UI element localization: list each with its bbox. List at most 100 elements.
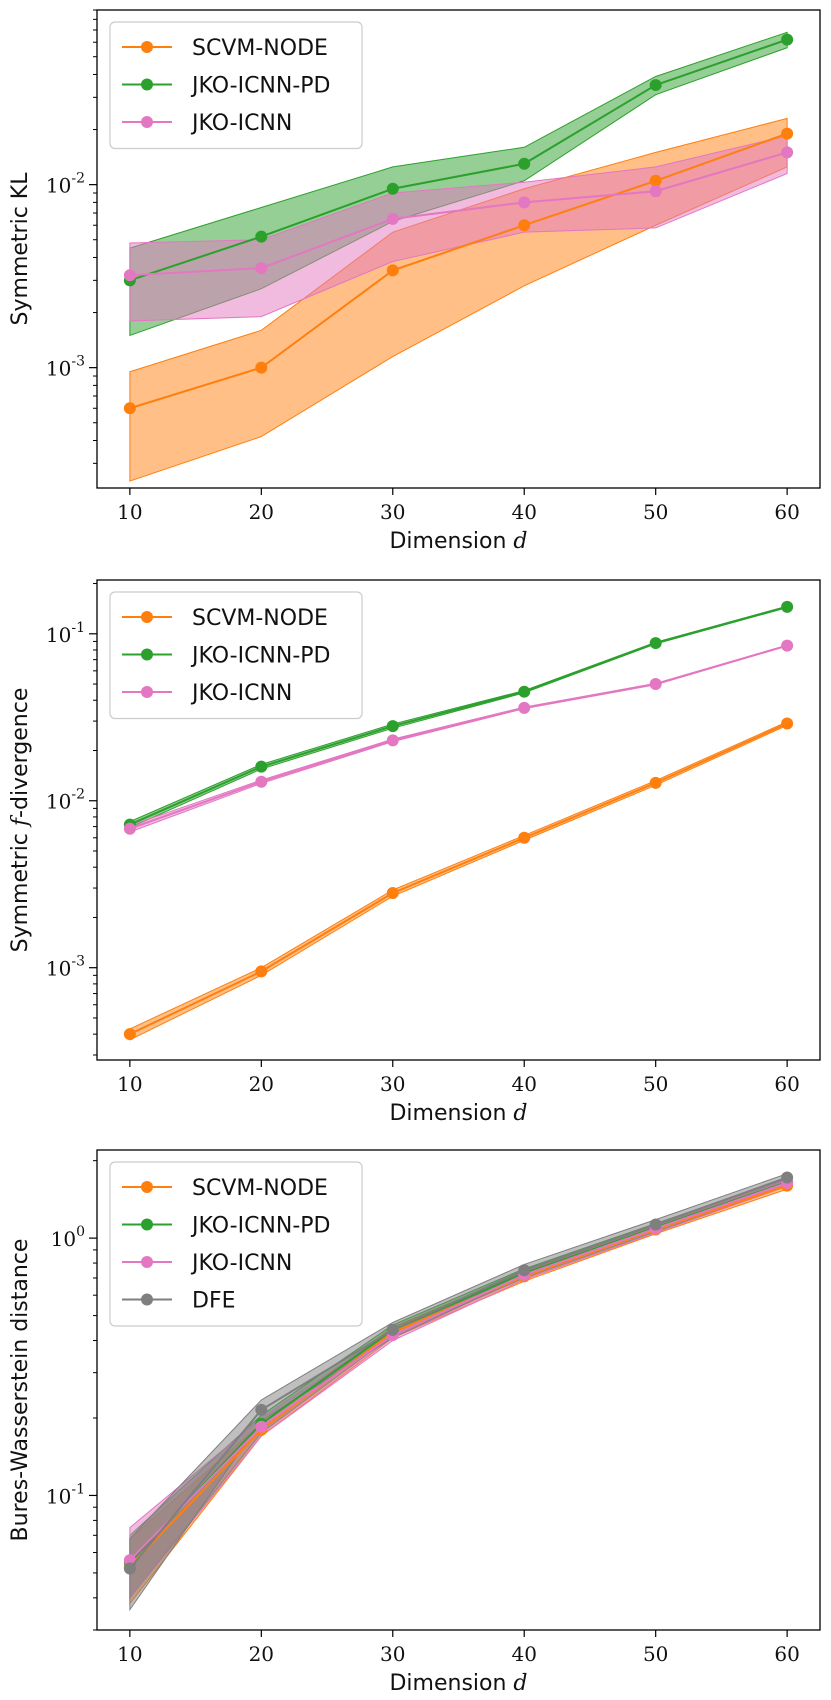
point-jko-icnn-20: [255, 775, 268, 788]
series-line-scvm-node: [129, 132, 788, 410]
x-tick-label: 50: [643, 1642, 668, 1666]
point-scvm-node-60: [781, 717, 794, 730]
x-tick-label: 30: [380, 1642, 405, 1666]
legend-swatch-marker: [141, 1181, 153, 1193]
x-axis-label: Dimension d: [389, 1101, 527, 1126]
axes-frame: [96, 9, 821, 489]
series-line-jko-icnn-pd: [129, 605, 788, 826]
y-axis-label: Bures-Wasserstein distance: [8, 1239, 33, 1542]
legend-label-scvm-node: SCVM-NODE: [192, 1176, 328, 1201]
chart-panel-3: 10 20 30 40 50 60 10-1 100 Dimension d Bures-Wass…: [8, 1149, 821, 1696]
legend-label-dfe: DFE: [192, 1289, 236, 1314]
legend: SCVM-NODE JKO-ICNN-PD JKO-ICNN: [109, 591, 363, 720]
point-jko-icnn-10: [123, 1554, 136, 1567]
x-tick-label: 60: [774, 1072, 799, 1096]
point-scvm-node-40: [518, 219, 531, 232]
point-jko-icnn-pd-60: [781, 33, 794, 46]
legend-swatch-marker: [141, 611, 153, 623]
x-tick-label: 40: [512, 500, 537, 524]
legend-label-jko-icnn: JKO-ICNN: [190, 111, 292, 136]
point-jko-icnn-40: [518, 701, 531, 714]
legend-box: [109, 591, 363, 720]
point-dfe-60: [781, 1171, 794, 1184]
point-jko-icnn-50: [649, 185, 662, 198]
x-axis-label: Dimension d: [389, 1671, 527, 1696]
point-jko-icnn-pd-50: [649, 637, 662, 650]
point-scvm-node-30: [386, 264, 399, 277]
legend-label-jko-icnn: JKO-ICNN: [190, 681, 292, 706]
legend-swatch-marker: [141, 648, 153, 661]
y-tick-label: 10-3: [46, 954, 85, 981]
y-tick-label: 10-2: [46, 171, 85, 198]
point-jko-icnn-pd-60: [781, 600, 794, 613]
point-jko-icnn-10: [123, 269, 136, 282]
legend-swatch-marker: [141, 41, 153, 53]
x-tick-label: 20: [249, 500, 274, 524]
series-line-jko-icnn: [129, 1181, 788, 1561]
point-jko-icnn-60: [781, 146, 794, 159]
y-tick-label: 100: [51, 1224, 85, 1251]
legend-label-jko-icnn-pd: JKO-ICNN-PD: [190, 644, 331, 669]
point-dfe-10: [123, 1562, 136, 1575]
y-tick-label: 10-2: [46, 787, 85, 814]
axes-frame: [96, 1149, 821, 1631]
series-line-jko-icnn: [129, 151, 788, 277]
x-tick-label: 10: [117, 1072, 142, 1096]
point-jko-icnn-40: [518, 196, 531, 209]
legend-swatch-marker: [141, 1256, 153, 1268]
point-jko-icnn-60: [781, 639, 794, 652]
x-tick-label: 30: [380, 500, 405, 524]
point-jko-icnn-pd-30: [386, 182, 399, 195]
legend-label-jko-icnn: JKO-ICNN: [190, 1251, 292, 1276]
series-line-jko-icnn-pd: [129, 38, 788, 282]
x-tick-label: 60: [774, 1642, 799, 1666]
point-scvm-node-50: [649, 776, 662, 789]
x-tick-label: 50: [643, 1072, 668, 1096]
y-axis-label: Symmetric KL: [8, 172, 33, 326]
x-axis-label: Dimension d: [389, 529, 527, 554]
point-dfe-40: [518, 1264, 531, 1277]
legend-swatch-marker: [141, 78, 153, 91]
point-jko-icnn-pd-50: [649, 79, 662, 92]
point-jko-icnn-20: [255, 262, 268, 275]
x-tick-label: 10: [117, 1642, 142, 1666]
x-tick-label: 30: [380, 1072, 405, 1096]
point-dfe-30: [386, 1323, 399, 1336]
point-jko-icnn-pd-30: [386, 720, 399, 733]
point-jko-icnn-30: [386, 212, 399, 225]
point-dfe-50: [649, 1218, 662, 1231]
point-jko-icnn-pd-20: [255, 760, 268, 773]
series-line-scvm-node: [129, 722, 788, 1036]
x-tick-label: 20: [249, 1072, 274, 1096]
point-scvm-node-60: [781, 127, 794, 140]
chart-panel-2: 10 20 30 40 50 60 10-3 10-2 10-1 Dimension d Symme…: [8, 579, 821, 1126]
band-scvm-node: [129, 721, 788, 1041]
y-axis-label: Symmetric f-divergence: [8, 688, 33, 953]
legend: SCVM-NODE JKO-ICNN-PD JKO-ICNN DFE: [109, 1161, 363, 1327]
point-jko-icnn-20: [255, 1420, 268, 1433]
legend-label-jko-icnn-pd: JKO-ICNN-PD: [190, 1214, 331, 1239]
point-dfe-20: [255, 1403, 268, 1416]
point-scvm-node-40: [518, 831, 531, 844]
x-tick-label: 10: [117, 500, 142, 524]
axes-frame: [96, 579, 821, 1061]
x-tick-label: 40: [512, 1642, 537, 1666]
legend-label-jko-icnn-pd: JKO-ICNN-PD: [190, 74, 331, 99]
chart-panel-1: 10 20 30 40 50 60 10-3 10-2 Dimension d Symmetric…: [8, 9, 821, 554]
series-line-jko-icnn: [129, 644, 788, 830]
x-tick-label: 50: [643, 500, 668, 524]
series-line-dfe: [129, 1176, 788, 1570]
point-scvm-node-30: [386, 887, 399, 900]
point-jko-icnn-30: [386, 734, 399, 747]
x-tick-label: 60: [774, 500, 799, 524]
point-scvm-node-10: [123, 1028, 136, 1041]
y-tick-label: 10-1: [46, 1481, 85, 1508]
legend-box: [109, 1161, 363, 1327]
y-tick-label: 10-1: [46, 620, 85, 647]
legend-label-scvm-node: SCVM-NODE: [192, 606, 328, 631]
point-jko-icnn-50: [649, 678, 662, 691]
legend-label-scvm-node: SCVM-NODE: [192, 36, 328, 61]
point-jko-icnn-pd-40: [518, 685, 531, 698]
legend-swatch-marker: [141, 686, 153, 698]
